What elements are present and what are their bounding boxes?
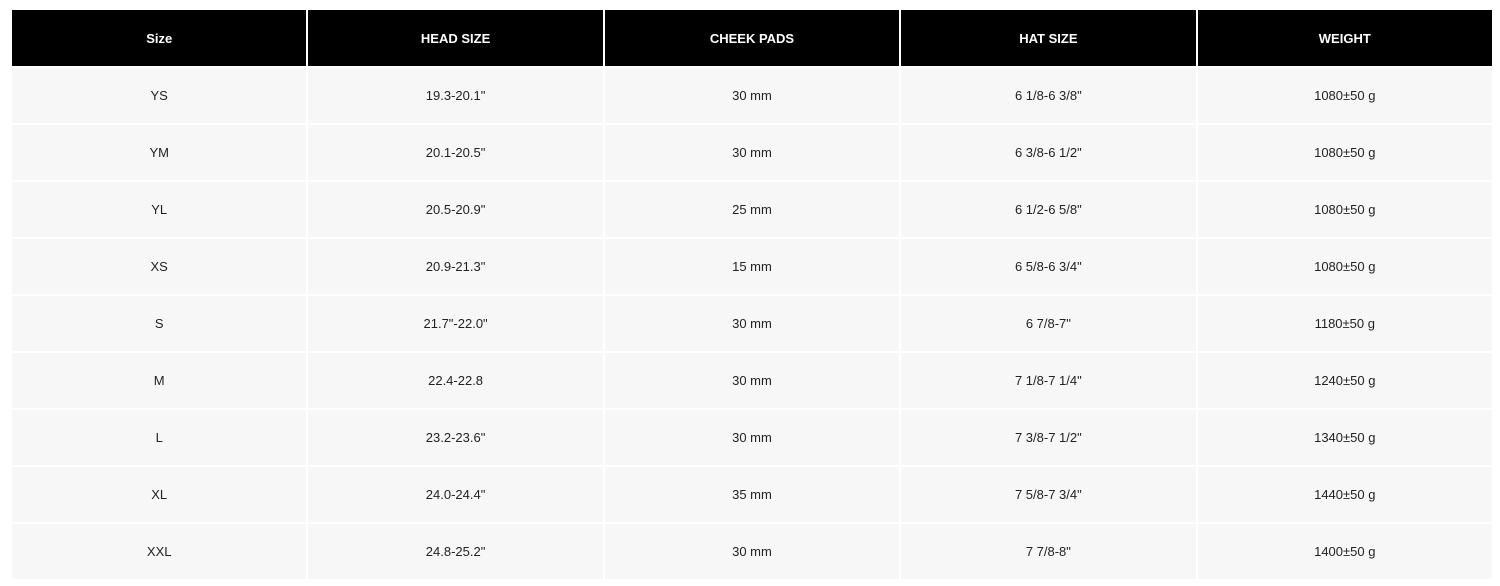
table-cell: XXL xyxy=(12,524,307,579)
table-cell: 22.4-22.8 xyxy=(308,353,603,408)
table-cell: S xyxy=(12,296,307,351)
table-row: XS 20.9-21.3" 15 mm 6 5/8-6 3/4" 1080±50 g xyxy=(12,239,1492,294)
table-cell: 20.5-20.9" xyxy=(308,182,603,237)
table-cell: 20.1-20.5" xyxy=(308,125,603,180)
table-cell: 6 1/2-6 5/8" xyxy=(901,182,1196,237)
table-row: L 23.2-23.6" 30 mm 7 3/8-7 1/2" 1340±50 g xyxy=(12,410,1492,465)
table-cell: 6 5/8-6 3/4" xyxy=(901,239,1196,294)
table-cell: 1080±50 g xyxy=(1197,239,1492,294)
table-cell: 25 mm xyxy=(604,182,900,237)
table-cell: 6 3/8-6 1/2" xyxy=(901,125,1196,180)
table-cell: 23.2-23.6" xyxy=(308,410,603,465)
header-row: Size HEAD SIZE CHEEK PADS HAT SIZE WEIGHT xyxy=(12,10,1492,66)
table-cell: 20.9-21.3" xyxy=(308,239,603,294)
header-cell: Size xyxy=(12,10,307,66)
table-cell: 1240±50 g xyxy=(1197,353,1492,408)
table-cell: XS xyxy=(12,239,307,294)
table-cell: 35 mm xyxy=(604,467,900,522)
table-body: YS 19.3-20.1" 30 mm 6 1/8-6 3/8" 1080±50 g YM… xyxy=(12,68,1492,579)
header-cell: HAT SIZE xyxy=(901,10,1196,66)
table-cell: 30 mm xyxy=(604,68,900,123)
table-cell: 19.3-20.1" xyxy=(308,68,603,123)
table-cell: 7 3/8-7 1/2" xyxy=(901,410,1196,465)
table-cell: 24.8-25.2" xyxy=(308,524,603,579)
table-cell: 30 mm xyxy=(604,410,900,465)
table-cell: 1180±50 g xyxy=(1197,296,1492,351)
table-cell: 1440±50 g xyxy=(1197,467,1492,522)
table-row: YS 19.3-20.1" 30 mm 6 1/8-6 3/8" 1080±50 g xyxy=(12,68,1492,123)
table-cell: M xyxy=(12,353,307,408)
table-cell: 1080±50 g xyxy=(1197,68,1492,123)
table-cell: 30 mm xyxy=(604,353,900,408)
table-row: M 22.4-22.8 30 mm 7 1/8-7 1/4" 1240±50 g xyxy=(12,353,1492,408)
table-cell: 1400±50 g xyxy=(1197,524,1492,579)
table-cell: YS xyxy=(12,68,307,123)
table-cell: 30 mm xyxy=(604,524,900,579)
header-cell: WEIGHT xyxy=(1197,10,1492,66)
table-cell: 7 7/8-8" xyxy=(901,524,1196,579)
table-cell: L xyxy=(12,410,307,465)
table-cell: XL xyxy=(12,467,307,522)
table-row: XXL 24.8-25.2" 30 mm 7 7/8-8" 1400±50 g xyxy=(12,524,1492,579)
table-row: XL 24.0-24.4" 35 mm 7 5/8-7 3/4" 1440±50 g xyxy=(12,467,1492,522)
table-cell: 1080±50 g xyxy=(1197,125,1492,180)
table-cell: 1080±50 g xyxy=(1197,182,1492,237)
table-cell: 21.7"-22.0" xyxy=(308,296,603,351)
size-table: Size HEAD SIZE CHEEK PADS HAT SIZE WEIGHT YS… xyxy=(10,8,1494,581)
table-cell: 15 mm xyxy=(604,239,900,294)
table-cell: 7 5/8-7 3/4" xyxy=(901,467,1196,522)
table-cell: 6 1/8-6 3/8" xyxy=(901,68,1196,123)
table-row: S 21.7"-22.0" 30 mm 6 7/8-7" 1180±50 g xyxy=(12,296,1492,351)
header-cell: HEAD SIZE xyxy=(308,10,603,66)
table-header: Size HEAD SIZE CHEEK PADS HAT SIZE WEIGHT xyxy=(12,10,1492,66)
table-cell: 30 mm xyxy=(604,125,900,180)
table-cell: 6 7/8-7" xyxy=(901,296,1196,351)
table-row: YM 20.1-20.5" 30 mm 6 3/8-6 1/2" 1080±50 g xyxy=(12,125,1492,180)
header-cell: CHEEK PADS xyxy=(604,10,900,66)
table-cell: 1340±50 g xyxy=(1197,410,1492,465)
table-cell: YM xyxy=(12,125,307,180)
table-row: YL 20.5-20.9" 25 mm 6 1/2-6 5/8" 1080±50 g xyxy=(12,182,1492,237)
table-cell: 7 1/8-7 1/4" xyxy=(901,353,1196,408)
table-cell: 24.0-24.4" xyxy=(308,467,603,522)
table-cell: YL xyxy=(12,182,307,237)
table-cell: 30 mm xyxy=(604,296,900,351)
